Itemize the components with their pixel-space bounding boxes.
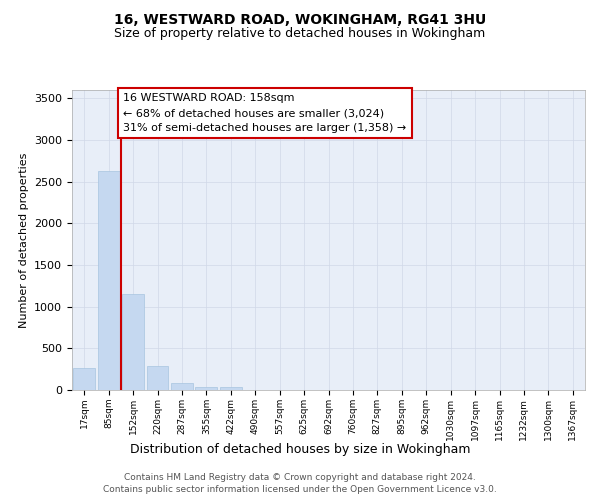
Text: Contains public sector information licensed under the Open Government Licence v3: Contains public sector information licen…: [103, 485, 497, 494]
Text: 16, WESTWARD ROAD, WOKINGHAM, RG41 3HU: 16, WESTWARD ROAD, WOKINGHAM, RG41 3HU: [114, 12, 486, 26]
Text: 16 WESTWARD ROAD: 158sqm
← 68% of detached houses are smaller (3,024)
31% of sem: 16 WESTWARD ROAD: 158sqm ← 68% of detach…: [124, 94, 407, 133]
Text: Size of property relative to detached houses in Wokingham: Size of property relative to detached ho…: [115, 28, 485, 40]
Bar: [196, 386, 217, 390]
Bar: [220, 387, 242, 390]
Bar: [122, 294, 144, 390]
Y-axis label: Number of detached properties: Number of detached properties: [19, 152, 29, 328]
Text: Distribution of detached houses by size in Wokingham: Distribution of detached houses by size …: [130, 442, 470, 456]
Text: Contains HM Land Registry data © Crown copyright and database right 2024.: Contains HM Land Registry data © Crown c…: [124, 472, 476, 482]
Bar: [73, 368, 95, 390]
Bar: [146, 366, 169, 390]
Bar: [98, 171, 119, 390]
Bar: [171, 382, 193, 390]
